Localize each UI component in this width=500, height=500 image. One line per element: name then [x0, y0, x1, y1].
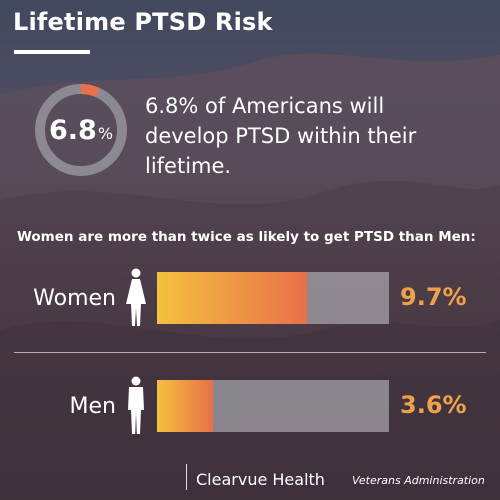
- comparison-subheading: Women are more than twice as likely to g…: [17, 229, 476, 245]
- bar-category-label: Men: [69, 394, 116, 419]
- bar-icon-wrapper: [124, 268, 148, 332]
- bar-value-label: 3.6%: [400, 391, 467, 419]
- brand-logo-mark: [186, 464, 187, 490]
- bar-fill: [157, 272, 308, 324]
- male-person-icon: [128, 376, 144, 434]
- brand-name: Clearvue Health: [196, 470, 325, 489]
- page-title: Lifetime PTSD Risk: [13, 8, 273, 36]
- female-person-icon: [126, 268, 146, 326]
- bar-value-label: 9.7%: [400, 283, 467, 311]
- source-credit: Veterans Administration: [352, 474, 485, 487]
- donut-value-number: 6.8: [48, 114, 97, 146]
- donut-value-unit: %: [97, 124, 114, 143]
- donut-chart: [35, 84, 127, 176]
- row-divider: [14, 352, 486, 353]
- bar-icon-wrapper: [124, 376, 148, 440]
- bar-fill: [157, 380, 213, 432]
- donut-center-value: 6.8 %: [34, 83, 128, 177]
- donut-slice-value: [80, 84, 101, 98]
- title-underline: [14, 50, 90, 54]
- headline-statement: 6.8% of Americans will develop PTSD with…: [145, 94, 417, 178]
- bar-category-label: Women: [33, 286, 116, 311]
